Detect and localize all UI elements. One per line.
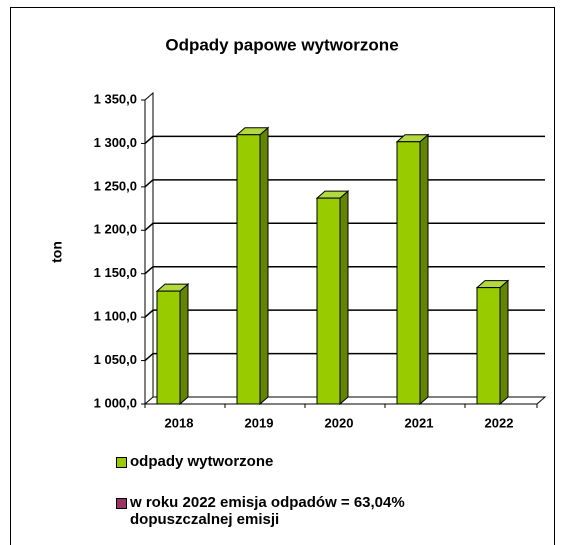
y-tick-label: 1 350,0: [94, 91, 137, 106]
bar-face: [316, 197, 341, 405]
legend-item: w roku 2022 emisja odpadów = 63,04% dopu…: [116, 494, 486, 528]
y-tick-label: 1 050,0: [94, 352, 137, 367]
legend-swatch: [116, 498, 127, 509]
x-tick-label: 2018: [165, 415, 194, 430]
bar-face: [396, 141, 421, 405]
y-tick-label: 1 100,0: [94, 309, 137, 324]
legend-label: odpady wytworzone: [130, 453, 274, 470]
bar-face: [419, 133, 429, 406]
bar: [395, 133, 430, 406]
x-tick-label: 2022: [485, 415, 514, 430]
bar: [155, 282, 190, 406]
bar-face: [339, 190, 349, 406]
x-tick-label: 2020: [325, 415, 354, 430]
bar-face: [476, 287, 501, 405]
x-tick-label: 2021: [405, 415, 434, 430]
bar-face: [156, 290, 181, 405]
bar: [475, 279, 510, 406]
bar-face: [179, 282, 189, 406]
y-tick-label: 1 150,0: [94, 265, 137, 280]
y-tick-label: 1 000,0: [94, 395, 137, 410]
y-tick-label: 1 300,0: [94, 135, 137, 150]
legend-swatch: [116, 457, 127, 468]
chart-title: Odpady papowe wytworzone: [165, 35, 398, 54]
y-tick-label: 1 250,0: [94, 178, 137, 193]
x-tick-label: 2019: [245, 415, 274, 430]
bar: [315, 190, 350, 406]
bar: [235, 126, 270, 406]
legend-item: odpady wytworzone: [116, 453, 273, 470]
back-wall: [144, 91, 154, 404]
bar-face: [236, 134, 261, 405]
bar-face: [259, 126, 269, 406]
y-tick-label: 1 200,0: [94, 222, 137, 237]
legend-label: w roku 2022 emisja odpadów = 63,04% dopu…: [130, 494, 405, 528]
y-axis-label: ton: [49, 241, 65, 263]
bar-face: [499, 279, 509, 406]
chart-frame: [10, 7, 555, 545]
